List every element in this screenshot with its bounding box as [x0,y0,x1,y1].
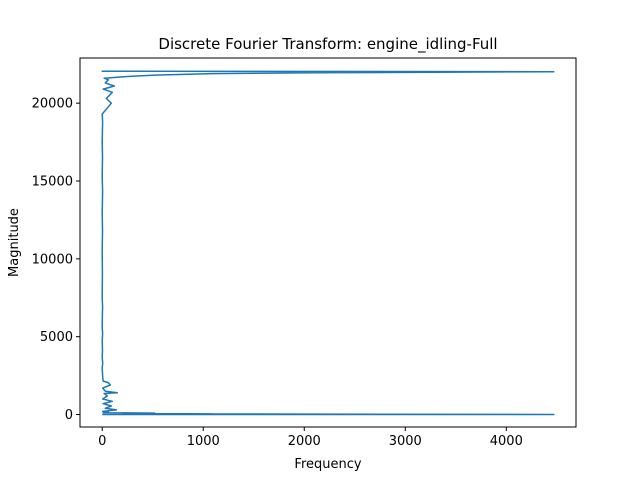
x-axis-label: Frequency [294,457,361,472]
x-tick-label: 2000 [288,434,321,449]
x-tick-label: 0 [98,434,106,449]
x-tick-label: 4000 [490,434,523,449]
y-tick-label: 10000 [32,252,73,267]
x-axis: 0 1000 2000 3000 4000 [98,427,523,449]
chart-title: Discrete Fourier Transform: engine_idlin… [158,35,497,54]
y-tick-label: 15000 [32,175,73,190]
y-tick-label: 20000 [32,97,73,112]
y-tick-label: 0 [65,408,73,423]
series-line [101,70,555,416]
axes-frame [79,57,577,428]
y-axis: 0 5000 10000 15000 20000 [32,97,80,423]
x-tick-label: 3000 [389,434,422,449]
x-tick-label: 1000 [187,434,220,449]
plot-area [101,70,555,416]
y-axis-label: Magnitude [7,208,22,277]
y-tick-label: 5000 [40,330,73,345]
